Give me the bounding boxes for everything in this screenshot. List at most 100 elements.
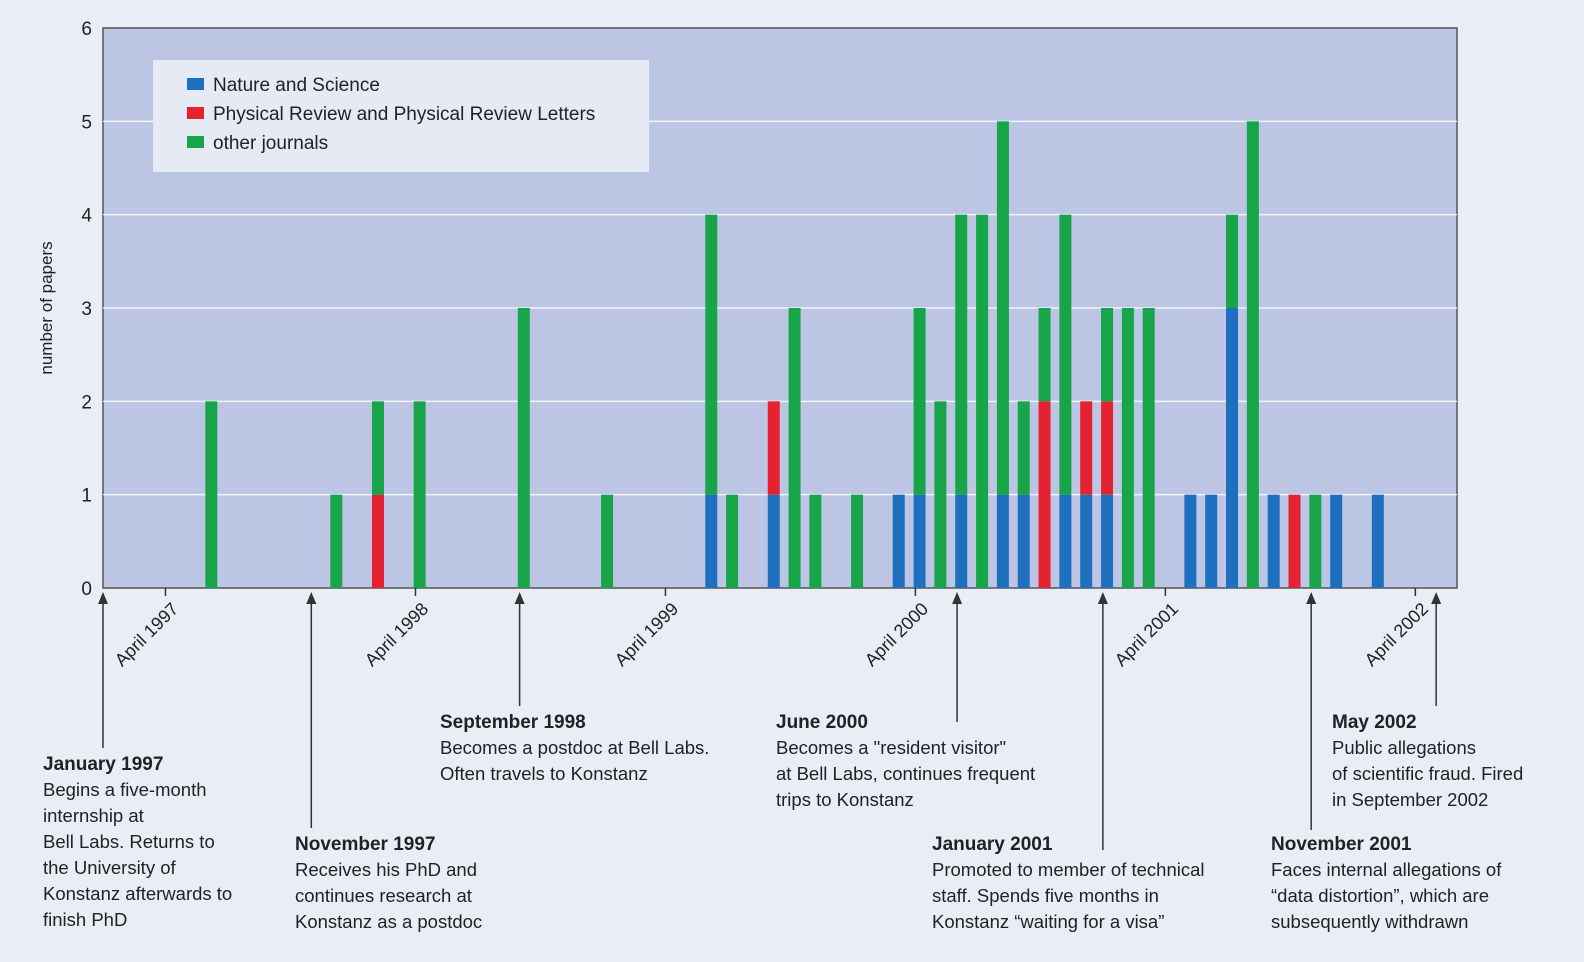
arrow-head [514, 592, 525, 604]
y-axis-label: number of papers [37, 241, 56, 374]
bar-segment [1101, 494, 1114, 588]
annotation-text: in September 2002 [1332, 789, 1488, 810]
legend-swatch [187, 107, 204, 119]
bar-segment [955, 214, 968, 495]
bar-segment [996, 121, 1009, 495]
bar-segment [892, 494, 905, 588]
annotation-text: Becomes a postdoc at Bell Labs. [440, 737, 709, 758]
bar-segment [955, 494, 968, 588]
annotation-text: Bell Labs. Returns to [43, 831, 215, 852]
bar-segment [788, 308, 801, 588]
y-tick-label: 1 [81, 486, 92, 507]
bar-segment [767, 401, 780, 495]
bar-segment [705, 494, 718, 588]
legend-swatch [187, 78, 204, 90]
bar-segment [1038, 308, 1051, 402]
annotation-title: January 1997 [43, 754, 163, 775]
bar-segment [1017, 494, 1030, 588]
bar-segment [1226, 214, 1239, 308]
bar-segment [1121, 308, 1134, 588]
bar-segment [913, 494, 926, 588]
legend-label: other journals [213, 133, 328, 154]
annotation-text: the University of [43, 857, 176, 878]
annotation-title: May 2002 [1332, 712, 1417, 733]
bar-segment [1080, 494, 1093, 588]
arrow-head [1097, 592, 1108, 604]
annotation-text: staff. Spends five months in [932, 885, 1159, 906]
legend-label: Nature and Science [213, 75, 380, 96]
bar-segment [913, 308, 926, 495]
annotation-title: November 1997 [295, 834, 435, 855]
bar-segment [1101, 401, 1114, 495]
bar-segment [809, 494, 822, 588]
bar-segment [996, 494, 1009, 588]
bar-segment [1101, 308, 1114, 402]
legend-swatch [187, 136, 204, 148]
annotation-text: “data distortion”, which are [1271, 885, 1489, 906]
bar-segment [767, 494, 780, 588]
bar-segment [726, 494, 739, 588]
bar-segment [851, 494, 864, 588]
bar-segment [371, 494, 384, 588]
bar-segment [1059, 214, 1072, 495]
annotation-text: Konstanz “waiting for a visa” [932, 911, 1164, 932]
bar-segment [1080, 401, 1093, 495]
annotation-text: of scientific fraud. Fired [1332, 763, 1523, 784]
annotation-text: Faces internal allegations of [1271, 859, 1502, 880]
bar-segment [934, 401, 947, 588]
bar-segment [1267, 494, 1280, 588]
bar-segment [1371, 494, 1384, 588]
annotation-text: continues research at [295, 885, 472, 906]
arrow-head [306, 592, 317, 604]
bar-segment [705, 214, 718, 495]
arrow-head [98, 592, 108, 604]
bar-segment [1226, 308, 1239, 588]
bar-segment [1142, 308, 1155, 588]
annotation-text: subsequently withdrawn [1271, 911, 1468, 932]
bar-segment [976, 214, 989, 588]
y-tick-label: 3 [81, 299, 92, 320]
y-tick-label: 0 [81, 579, 92, 600]
annotation-text: Receives his PhD and [295, 859, 477, 880]
legend-label: Physical Review and Physical Review Lett… [213, 104, 595, 125]
legend-box [153, 60, 649, 172]
annotation-text: internship at [43, 805, 144, 826]
arrow-head [1306, 592, 1317, 604]
annotations: January 1997 Begins a five-month internshi… [43, 592, 1523, 932]
annotation-text: Konstanz as a postdoc [295, 911, 482, 932]
bar-segment [371, 401, 384, 495]
annotation-text: Often travels to Konstanz [440, 763, 648, 784]
bar-segment [601, 494, 614, 588]
bar-segment [1205, 494, 1218, 588]
y-tick-label: 2 [81, 392, 92, 413]
bar-segment [1246, 121, 1259, 588]
bar-segment [1288, 494, 1301, 588]
bar-segment [413, 401, 426, 588]
bar-segment [1330, 494, 1343, 588]
annotation-text: trips to Konstanz [776, 789, 914, 810]
annotation-title: September 1998 [440, 712, 586, 733]
y-tick-label: 5 [81, 112, 92, 133]
arrow-head [1431, 592, 1442, 604]
bar-segment [205, 401, 218, 588]
annotation-text: Becomes a "resident visitor" [776, 737, 1006, 758]
annotation-text: Begins a five-month [43, 779, 207, 800]
legend: Nature and Science Physical Review and Ph… [187, 75, 595, 154]
annotation-title: January 2001 [932, 834, 1053, 855]
bar-segment [1184, 494, 1197, 588]
bars [205, 121, 1384, 588]
bar-segment [1059, 494, 1072, 588]
y-tick-label: 4 [81, 206, 92, 227]
annotation-text: Public allegations [1332, 737, 1476, 758]
annotation-text: Promoted to member of technical [932, 859, 1205, 880]
annotation-text: finish PhD [43, 909, 127, 930]
annotation-text: Konstanz afterwards to [43, 883, 232, 904]
bar-segment [330, 494, 343, 588]
bar-segment [1017, 401, 1030, 495]
bar-segment [517, 308, 530, 588]
bar-segment [1038, 401, 1051, 588]
y-tick-label: 6 [81, 19, 92, 40]
bar-segment [1309, 494, 1322, 588]
